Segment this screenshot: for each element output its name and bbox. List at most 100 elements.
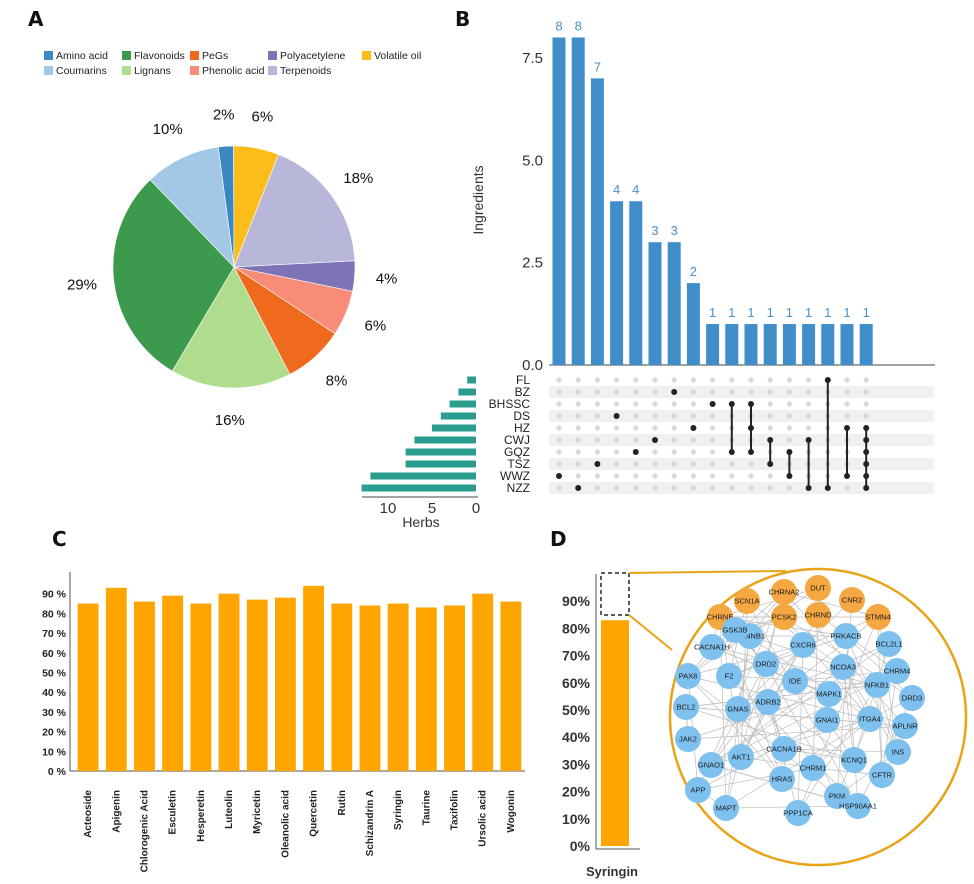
matrix-dot-inactive (806, 377, 812, 383)
network-node (753, 651, 779, 677)
matrix-dot-inactive (556, 377, 562, 383)
matrix-dot-inactive (556, 461, 562, 467)
matrix-dot-inactive (575, 413, 581, 419)
matrix-dot-inactive (556, 425, 562, 431)
intersection-bar (571, 37, 585, 366)
matrix-dot-inactive (863, 377, 869, 383)
matrix-dot-inactive (575, 461, 581, 467)
zoom-line (628, 614, 673, 651)
pie-percent-label: 4% (376, 271, 398, 288)
pie-chart-panel: Amino acid Flavonoids PeGs Polyacetylene Vol… (44, 50, 421, 429)
bar-count-label: 1 (747, 305, 754, 320)
set-size-bar (361, 484, 476, 492)
matrix-dot-inactive (652, 401, 658, 407)
legend-swatch (268, 66, 277, 75)
network-node-label: KCNQ1 (841, 756, 867, 765)
y-tick-label: 7.5 (522, 50, 543, 67)
matrix-dot-inactive (863, 413, 869, 419)
matrix-dot-inactive (748, 389, 754, 395)
bar-count-label: 1 (767, 305, 774, 320)
matrix-dot-inactive (614, 389, 620, 395)
matrix-dot-inactive (614, 461, 620, 467)
intersection-bar (667, 242, 681, 365)
pie-slice (112, 179, 235, 372)
category-label: Taurine (421, 790, 432, 826)
matrix-dot-active (863, 485, 870, 491)
panel-letter-a: A (28, 7, 44, 31)
matrix-dot-inactive (690, 377, 697, 383)
matrix-dot-inactive (594, 389, 601, 395)
network-node-label: PPP1CA (783, 809, 813, 818)
matrix-dot-inactive (671, 473, 677, 479)
matrix-dot-active (863, 449, 870, 455)
network-node-label: NFKB1 (865, 681, 889, 690)
matrix-dot-active (575, 485, 582, 491)
set-name-label: DS (513, 409, 530, 423)
matrix-dot-active (728, 449, 735, 455)
matrix-dot-inactive (767, 413, 773, 419)
network-node-label: CNR2 (842, 596, 862, 605)
matrix-dot-inactive (556, 449, 562, 455)
network-edge (711, 646, 878, 686)
matrix-dot-inactive (633, 377, 639, 383)
network-node (816, 681, 842, 707)
network-node-label: STMN4 (865, 613, 890, 622)
set-size-bar (405, 448, 476, 456)
set-name-label: FL (516, 373, 530, 387)
matrix-dot-inactive (594, 377, 601, 383)
bar-count-label: 1 (863, 305, 870, 320)
network-node-label: INS (892, 748, 905, 757)
category-bar (472, 593, 494, 771)
matrix-dot-inactive (844, 377, 850, 383)
network-edge (853, 643, 890, 761)
matrix-dot-inactive (748, 461, 754, 467)
matrix-dot-inactive (786, 389, 793, 395)
matrix-dot-inactive (690, 389, 697, 395)
matrix-dot-inactive (633, 389, 639, 395)
network-node-label: CACNA1B (766, 745, 801, 754)
network-edge (842, 666, 855, 761)
legend-label: Polyacetylene (280, 50, 346, 62)
set-name-label: GQZ (504, 445, 530, 459)
network-node-label: PCSK2 (772, 613, 797, 622)
network-node (885, 739, 911, 765)
network-edge (845, 635, 913, 699)
intersection-bar (552, 37, 566, 366)
matrix-dot-inactive (652, 413, 658, 419)
matrix-dot-inactive (614, 401, 620, 407)
matrix-dot-inactive (767, 377, 773, 383)
matrix-dot-inactive (690, 485, 697, 491)
y-tick-label: 70 % (42, 628, 67, 640)
y-tick-label: 2.5 (522, 255, 543, 272)
network-node (771, 604, 797, 630)
matrix-dot-inactive (633, 425, 639, 431)
category-bar (601, 620, 629, 846)
set-name-label: BZ (515, 385, 530, 399)
matrix-dot-inactive (729, 485, 735, 491)
matrix-row-band (549, 458, 934, 470)
matrix-dot-active (863, 461, 870, 467)
intersection-bar (802, 324, 816, 365)
y-tick-label: 40 % (42, 687, 67, 699)
matrix-dot-inactive (652, 473, 658, 479)
network-node-label: F2 (725, 672, 734, 681)
matrix-dot-inactive (690, 413, 697, 419)
network-node-label: NCOA3 (830, 663, 856, 672)
category-label: Luteolin (224, 790, 235, 829)
network-node (713, 795, 739, 821)
legend-label: Coumarins (56, 65, 107, 77)
bar-count-label: 7 (594, 59, 601, 74)
network-node (800, 755, 826, 781)
network-node (771, 736, 797, 762)
pie-slice (149, 146, 235, 268)
matrix-dot-inactive (690, 449, 697, 455)
network-node (725, 696, 751, 722)
set-size-tick: 0 (472, 500, 480, 517)
category-bar (500, 601, 522, 771)
pie-percent-label: 6% (252, 109, 274, 126)
legend-swatch (122, 66, 131, 75)
network-edge (719, 587, 819, 618)
y-tick-label: 0% (570, 838, 591, 854)
set-name-label: CWJ (504, 433, 530, 447)
